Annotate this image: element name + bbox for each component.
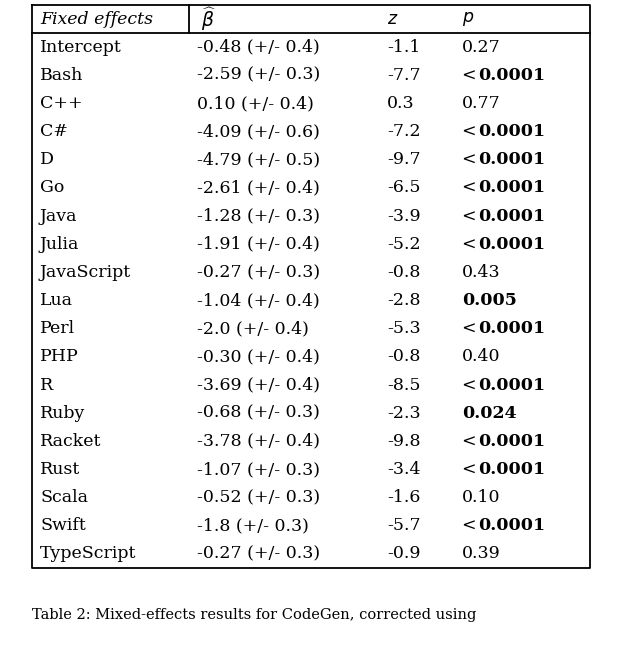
Text: -2.59 (+/- 0.3): -2.59 (+/- 0.3) (197, 67, 320, 84)
Text: 0.005: 0.005 (462, 292, 517, 309)
Text: -5.3: -5.3 (387, 320, 420, 337)
Text: -5.7: -5.7 (387, 517, 420, 534)
Text: $p$: $p$ (462, 10, 475, 28)
Text: 0.0001: 0.0001 (478, 236, 545, 253)
Text: Bash: Bash (40, 67, 83, 84)
Text: 0.0001: 0.0001 (478, 67, 545, 84)
Text: 0.0001: 0.0001 (478, 320, 545, 337)
Text: -7.2: -7.2 (387, 123, 420, 140)
Text: R: R (40, 376, 53, 394)
Text: -2.8: -2.8 (387, 292, 420, 309)
Text: -1.6: -1.6 (387, 489, 420, 506)
Text: <: < (462, 517, 482, 534)
Text: 0.39: 0.39 (462, 546, 501, 563)
Text: 0.0001: 0.0001 (478, 207, 545, 225)
Text: Perl: Perl (40, 320, 75, 337)
Text: -8.5: -8.5 (387, 376, 420, 394)
Text: C++: C++ (40, 95, 83, 112)
Text: <: < (462, 207, 482, 225)
Text: -0.8: -0.8 (387, 264, 420, 281)
Text: Lua: Lua (40, 292, 73, 309)
Text: 0.0001: 0.0001 (478, 151, 545, 168)
Text: Scala: Scala (40, 489, 88, 506)
Text: 0.0001: 0.0001 (478, 517, 545, 534)
Text: -4.79 (+/- 0.5): -4.79 (+/- 0.5) (197, 151, 320, 168)
Text: 0.43: 0.43 (462, 264, 501, 281)
Text: Swift: Swift (40, 517, 86, 534)
Text: 0.024: 0.024 (462, 405, 517, 422)
Text: -3.4: -3.4 (387, 461, 420, 478)
Text: 0.0001: 0.0001 (478, 376, 545, 394)
Text: -0.52 (+/- 0.3): -0.52 (+/- 0.3) (197, 489, 320, 506)
Text: 0.40: 0.40 (462, 348, 501, 365)
Text: Julia: Julia (40, 236, 80, 253)
Text: 0.10 (+/- 0.4): 0.10 (+/- 0.4) (197, 95, 314, 112)
Text: 0.0001: 0.0001 (478, 461, 545, 478)
Text: <: < (462, 151, 482, 168)
Text: 0.0001: 0.0001 (478, 433, 545, 450)
Text: Ruby: Ruby (40, 405, 85, 422)
Text: -1.28 (+/- 0.3): -1.28 (+/- 0.3) (197, 207, 320, 225)
Text: <: < (462, 236, 482, 253)
Text: -3.78 (+/- 0.4): -3.78 (+/- 0.4) (197, 433, 320, 450)
Text: 0.10: 0.10 (462, 489, 501, 506)
Text: 0.0001: 0.0001 (478, 123, 545, 140)
Text: -5.2: -5.2 (387, 236, 420, 253)
Text: Racket: Racket (40, 433, 101, 450)
Text: -0.27 (+/- 0.3): -0.27 (+/- 0.3) (197, 264, 320, 281)
Text: -0.9: -0.9 (387, 546, 420, 563)
Text: $\widehat{\beta}$: $\widehat{\beta}$ (201, 5, 216, 33)
Text: -9.8: -9.8 (387, 433, 420, 450)
Text: -0.27 (+/- 0.3): -0.27 (+/- 0.3) (197, 546, 320, 563)
Text: -2.3: -2.3 (387, 405, 420, 422)
Text: Java: Java (40, 207, 78, 225)
Text: <: < (462, 179, 482, 196)
Text: C#: C# (40, 123, 68, 140)
Text: -1.8 (+/- 0.3): -1.8 (+/- 0.3) (197, 517, 309, 534)
Text: -2.0 (+/- 0.4): -2.0 (+/- 0.4) (197, 320, 309, 337)
Text: -0.48 (+/- 0.4): -0.48 (+/- 0.4) (197, 38, 320, 55)
Text: -1.91 (+/- 0.4): -1.91 (+/- 0.4) (197, 236, 320, 253)
Text: 0.27: 0.27 (462, 38, 501, 55)
Text: TypeScript: TypeScript (40, 546, 136, 563)
Text: <: < (462, 376, 482, 394)
Text: -1.04 (+/- 0.4): -1.04 (+/- 0.4) (197, 292, 320, 309)
Text: -1.07 (+/- 0.3): -1.07 (+/- 0.3) (197, 461, 320, 478)
Text: -0.68 (+/- 0.3): -0.68 (+/- 0.3) (197, 405, 320, 422)
Text: $z$: $z$ (387, 10, 399, 27)
Text: <: < (462, 461, 482, 478)
Text: -3.9: -3.9 (387, 207, 420, 225)
Text: Table 2: Mixed-effects results for CodeGen, corrected using: Table 2: Mixed-effects results for CodeG… (32, 608, 476, 622)
Text: PHP: PHP (40, 348, 79, 365)
Text: -3.69 (+/- 0.4): -3.69 (+/- 0.4) (197, 376, 320, 394)
Text: -0.8: -0.8 (387, 348, 420, 365)
Text: <: < (462, 123, 482, 140)
Text: -2.61 (+/- 0.4): -2.61 (+/- 0.4) (197, 179, 320, 196)
Text: JavaScript: JavaScript (40, 264, 131, 281)
Text: D: D (40, 151, 54, 168)
Text: 0.77: 0.77 (462, 95, 501, 112)
Text: Rust: Rust (40, 461, 80, 478)
Text: -7.7: -7.7 (387, 67, 420, 84)
Text: Fixed effects: Fixed effects (40, 10, 153, 27)
Text: -0.30 (+/- 0.4): -0.30 (+/- 0.4) (197, 348, 320, 365)
Text: Go: Go (40, 179, 64, 196)
Text: <: < (462, 320, 482, 337)
Text: <: < (462, 433, 482, 450)
Text: -9.7: -9.7 (387, 151, 420, 168)
Text: -1.1: -1.1 (387, 38, 420, 55)
Text: 0.3: 0.3 (387, 95, 415, 112)
Text: -6.5: -6.5 (387, 179, 420, 196)
Text: Intercept: Intercept (40, 38, 122, 55)
Text: <: < (462, 67, 482, 84)
Text: -4.09 (+/- 0.6): -4.09 (+/- 0.6) (197, 123, 320, 140)
Text: 0.0001: 0.0001 (478, 179, 545, 196)
